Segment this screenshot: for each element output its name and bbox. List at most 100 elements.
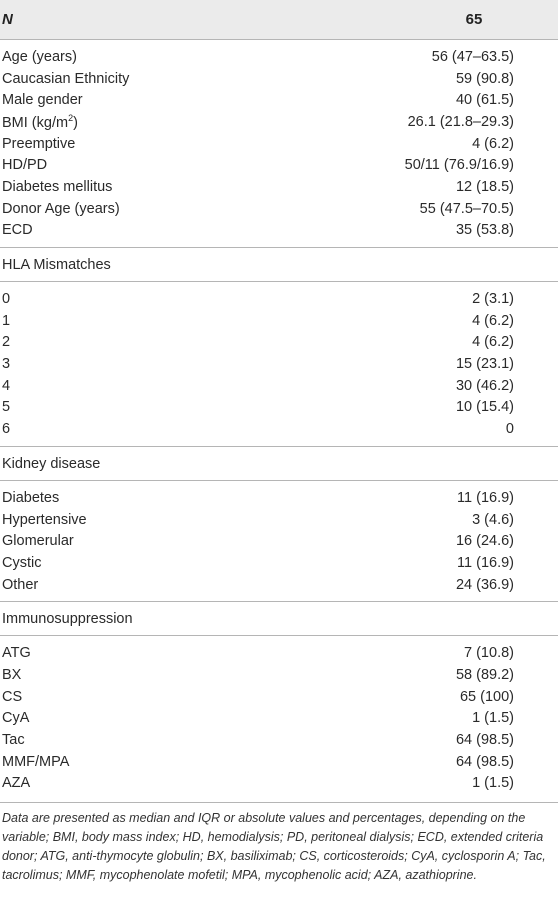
table-body: Age (years) 56 (47–63.5) Caucasian Ethnici… bbox=[0, 40, 558, 800]
table-row: BX 58 (89.2) bbox=[0, 664, 558, 686]
table-row: 4 30 (46.2) bbox=[0, 375, 558, 397]
table-row: MMF/MPA 64 (98.5) bbox=[0, 751, 558, 773]
row-label-text: Cystic bbox=[2, 554, 42, 571]
table-row: ATG 7 (10.8) bbox=[0, 642, 558, 664]
table-row: 2 4 (6.2) bbox=[0, 332, 558, 354]
row-label-text: CyA bbox=[2, 710, 30, 727]
table-row: 5 10 (15.4) bbox=[0, 397, 558, 419]
row-label: 5 bbox=[0, 399, 314, 415]
row-label-text: Donor Age (years) bbox=[2, 200, 120, 217]
row-value: 55 (47.5–70.5) bbox=[419, 200, 514, 217]
row-value: 11 (16.9) bbox=[457, 554, 514, 571]
row-label-text: 2 bbox=[2, 334, 11, 351]
row-value: 35 (53.8) bbox=[455, 222, 514, 239]
row-value: 58 (89.2) bbox=[455, 666, 514, 683]
row-label: Glomerular bbox=[0, 533, 314, 549]
row-label: Tac bbox=[0, 732, 314, 748]
row-value: 16 (24.6) bbox=[455, 533, 514, 550]
row-group: Age (years) 56 (47–63.5) Caucasian Ethnici… bbox=[0, 40, 558, 247]
row-value: 4 (6.2) bbox=[472, 312, 514, 329]
row-group: Diabetes 11 (16.9) Hypertensive 3 (4.6) Glom… bbox=[0, 481, 558, 601]
row-value: 56 (47–63.5) bbox=[431, 48, 514, 65]
table-row: HD/PD 50/11 (76.9/16.9) bbox=[0, 154, 558, 176]
row-label-text: AZA bbox=[2, 775, 31, 792]
row-label: AZA bbox=[0, 775, 314, 791]
row-value: 1 (1.5) bbox=[472, 775, 514, 792]
row-label: BMI (kg/m2) bbox=[0, 113, 314, 131]
row-label-text: CS bbox=[2, 688, 23, 705]
row-label: BX bbox=[0, 667, 314, 683]
table-row: Glomerular 16 (24.6) bbox=[0, 530, 558, 552]
row-value: 3 (4.6) bbox=[472, 511, 514, 528]
row-value: 64 (98.5) bbox=[455, 732, 514, 749]
table-row: Donor Age (years) 55 (47.5–70.5) bbox=[0, 198, 558, 220]
row-label: ATG bbox=[0, 645, 314, 661]
row-label-text: ATG bbox=[2, 645, 31, 662]
row-label: Other bbox=[0, 577, 314, 593]
row-value: 64 (98.5) bbox=[455, 753, 514, 770]
table-row: Other 24 (36.9) bbox=[0, 574, 558, 596]
header-label: N bbox=[2, 11, 13, 28]
row-label-text: Tac bbox=[2, 732, 25, 749]
row-label: Caucasian Ethnicity bbox=[0, 71, 314, 87]
row-label: Hypertensive bbox=[0, 512, 314, 528]
section-header: Kidney disease bbox=[0, 446, 558, 481]
row-label-text: HD/PD bbox=[2, 157, 48, 174]
table-row: Hypertensive 3 (4.6) bbox=[0, 509, 558, 531]
table-row: CyA 1 (1.5) bbox=[0, 708, 558, 730]
row-value: 30 (46.2) bbox=[455, 377, 514, 394]
row-label: Male gender bbox=[0, 92, 314, 108]
row-value: 50/11 (76.9/16.9) bbox=[404, 157, 514, 174]
table-header: N 65 bbox=[0, 0, 558, 40]
table-row: Age (years) 56 (47–63.5) bbox=[0, 46, 558, 68]
row-value: 12 (18.5) bbox=[455, 178, 514, 195]
row-label-text: 1 bbox=[2, 312, 11, 329]
table-row: 3 15 (23.1) bbox=[0, 353, 558, 375]
row-label-text: MMF/MPA bbox=[2, 753, 70, 770]
row-label-text: Hypertensive bbox=[2, 511, 87, 528]
header-value: 65 bbox=[465, 11, 483, 28]
row-label: 0 bbox=[0, 291, 314, 307]
row-value: 4 (6.2) bbox=[472, 334, 514, 351]
row-label-text: 6 bbox=[2, 421, 11, 438]
row-value: 26.1 (21.8–29.3) bbox=[407, 113, 514, 130]
table-row: Diabetes 11 (16.9) bbox=[0, 487, 558, 509]
table-footnote: Data are presented as median and IQR or … bbox=[2, 811, 546, 883]
table-row: Preemptive 4 (6.2) bbox=[0, 133, 558, 155]
row-label-text: 0 bbox=[2, 291, 11, 308]
row-value: 65 (100) bbox=[459, 688, 514, 705]
row-value: 40 (61.5) bbox=[455, 92, 514, 109]
row-label: CS bbox=[0, 689, 314, 705]
table-row: Diabetes mellitus 12 (18.5) bbox=[0, 176, 558, 198]
row-value: 1 (1.5) bbox=[472, 710, 514, 727]
row-label: 4 bbox=[0, 378, 314, 394]
table-row: AZA 1 (1.5) bbox=[0, 773, 558, 795]
row-label-superscript: 2 bbox=[68, 112, 74, 123]
row-label: 2 bbox=[0, 334, 314, 350]
row-label-text: Caucasian Ethnicity bbox=[2, 70, 130, 87]
table-row: ECD 35 (53.8) bbox=[0, 220, 558, 242]
row-label-text: 5 bbox=[2, 399, 11, 416]
table-row: 1 4 (6.2) bbox=[0, 310, 558, 332]
row-value: 10 (15.4) bbox=[455, 399, 514, 416]
row-label-text: ECD bbox=[2, 222, 33, 239]
row-value: 59 (90.8) bbox=[455, 70, 514, 87]
row-group: 0 2 (3.1) 1 4 (6.2) 2 4 (6.2) 3 15 (23.1) 4 30 (4… bbox=[0, 282, 558, 446]
row-label: ECD bbox=[0, 222, 314, 238]
table-row: 0 2 (3.1) bbox=[0, 288, 558, 310]
row-label-text: 4 bbox=[2, 377, 11, 394]
row-label-text: Other bbox=[2, 576, 39, 593]
row-label: Age (years) bbox=[0, 49, 314, 65]
table-row: CS 65 (100) bbox=[0, 686, 558, 708]
row-label-text: Preemptive bbox=[2, 135, 76, 152]
row-group: ATG 7 (10.8) BX 58 (89.2) CS 65 (100) CyA 1 (1.… bbox=[0, 636, 558, 800]
row-value: 15 (23.1) bbox=[455, 356, 514, 373]
table-row: Cystic 11 (16.9) bbox=[0, 552, 558, 574]
row-value: 7 (10.8) bbox=[464, 645, 514, 662]
row-label: HD/PD bbox=[0, 157, 314, 173]
row-label-text: 3 bbox=[2, 356, 11, 373]
row-label: Preemptive bbox=[0, 136, 314, 152]
row-label: Cystic bbox=[0, 555, 314, 571]
row-label-text: Age (years) bbox=[2, 48, 77, 65]
